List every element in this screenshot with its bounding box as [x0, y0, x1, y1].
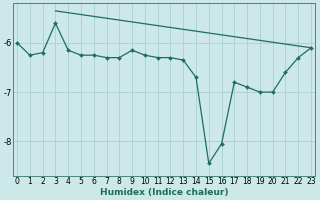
- X-axis label: Humidex (Indice chaleur): Humidex (Indice chaleur): [100, 188, 228, 197]
